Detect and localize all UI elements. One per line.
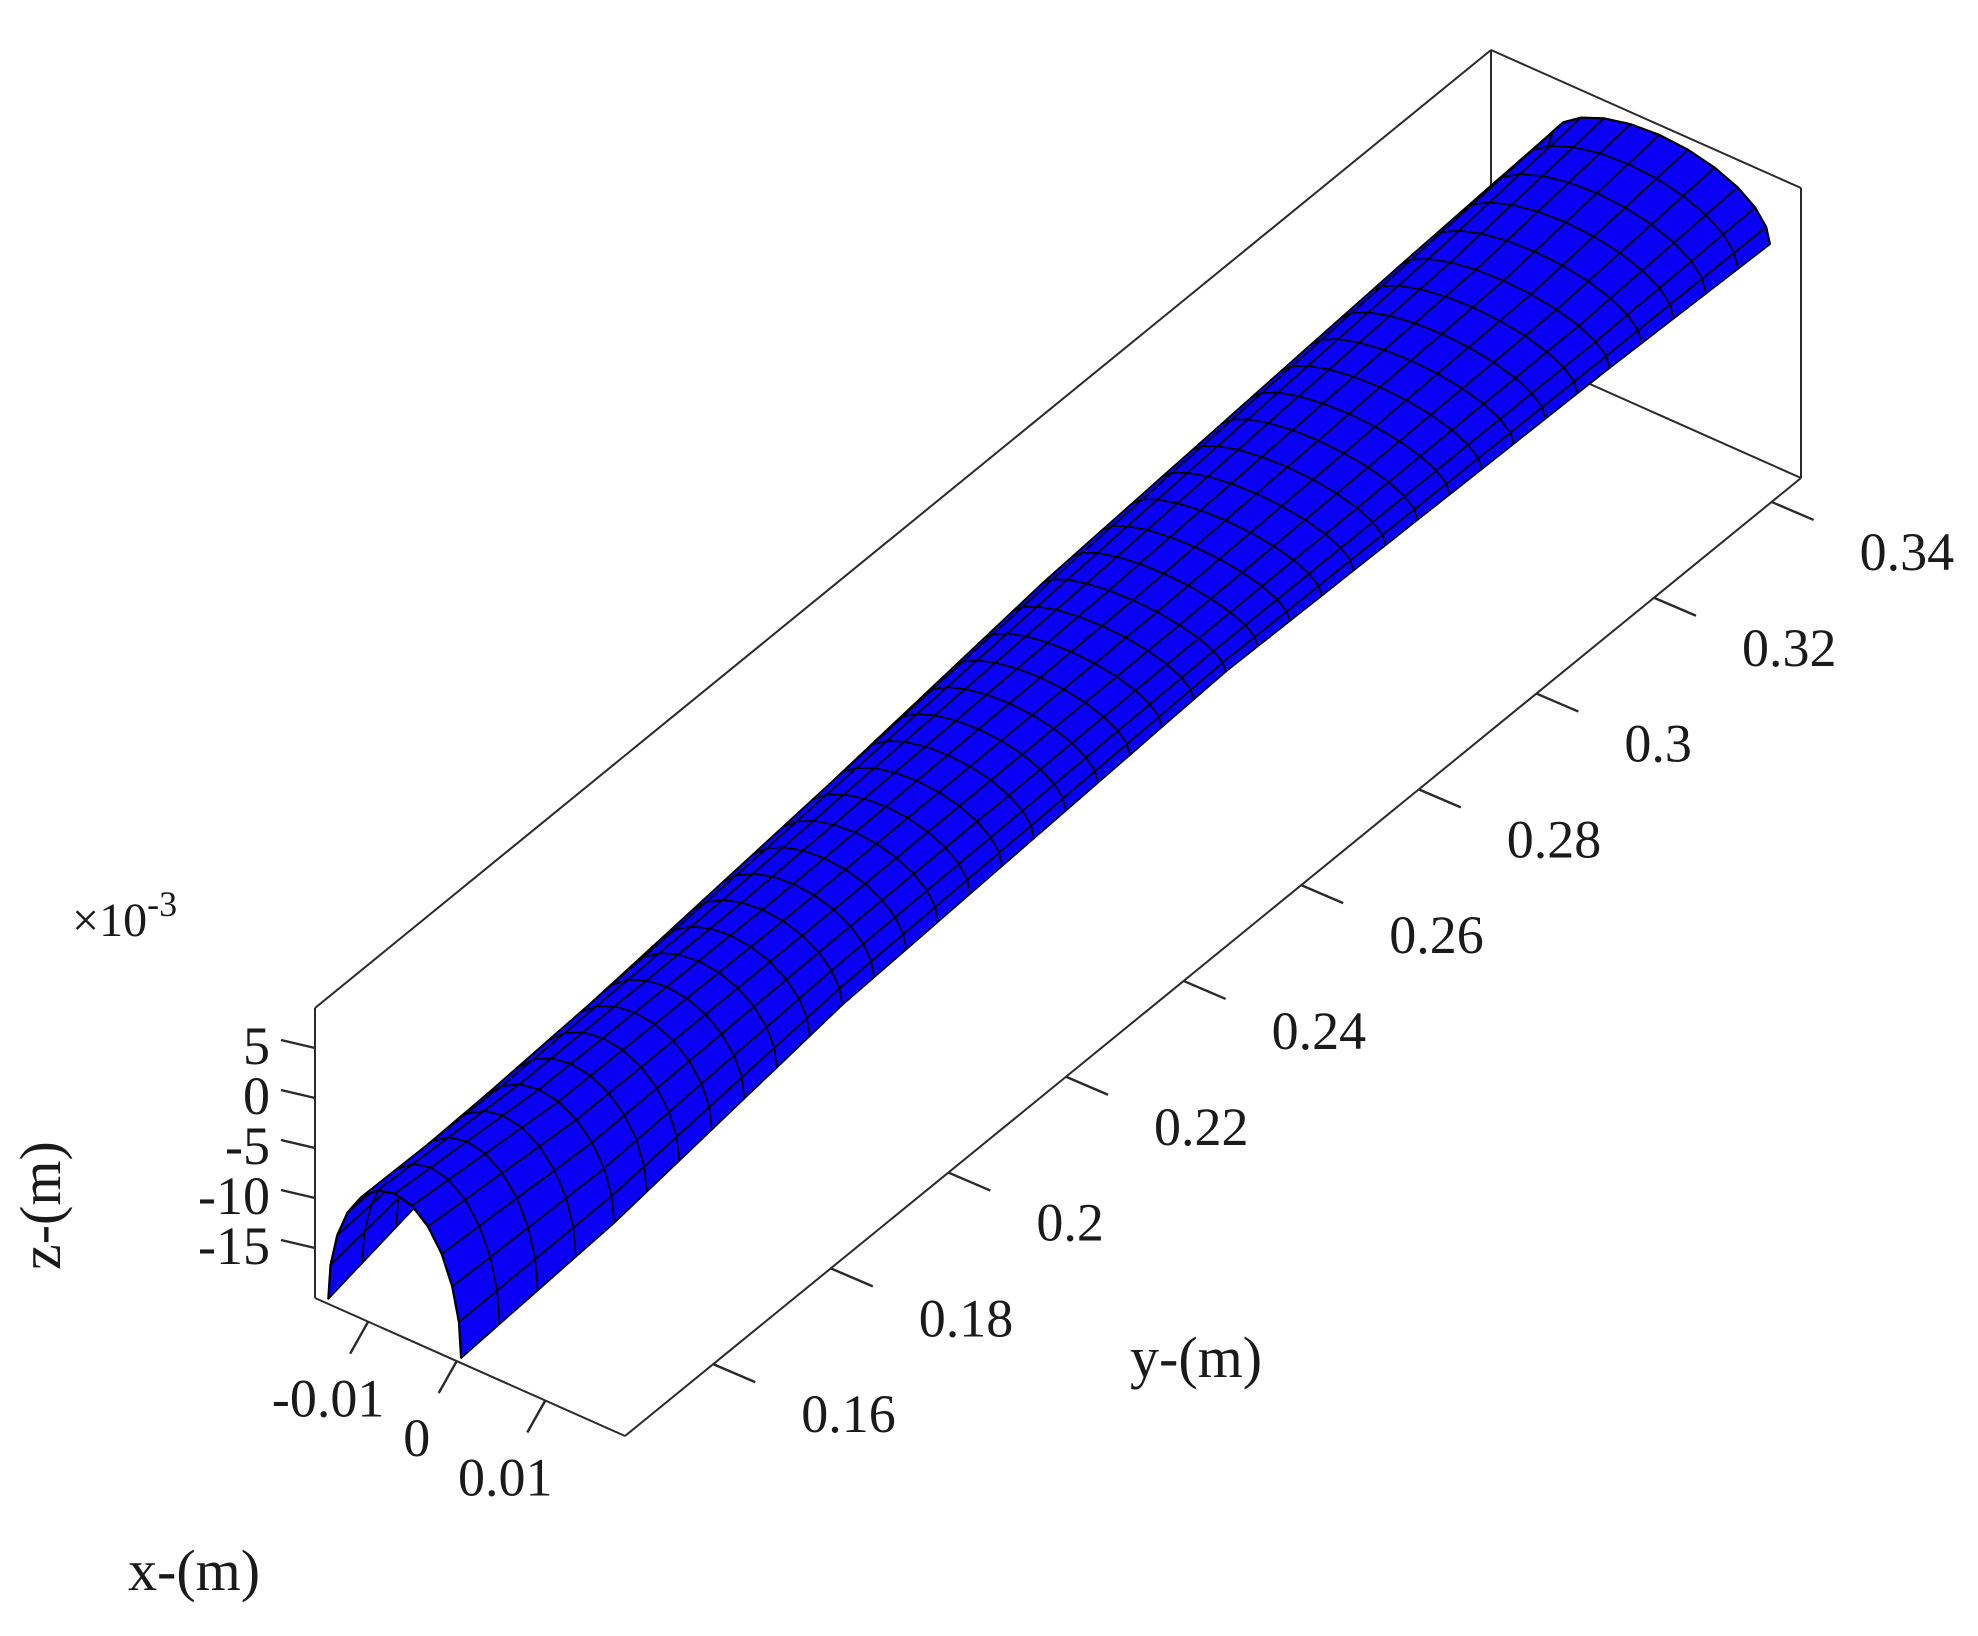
y-tick-mark [1183, 979, 1227, 1001]
z-tick-label: 0 [243, 1066, 270, 1126]
y-tick-label: 0.18 [919, 1288, 1014, 1348]
box-edge-0 [314, 1297, 626, 1437]
y-tick-label: 0.2 [1036, 1193, 1104, 1253]
z-exponent-base: ×10 [72, 894, 147, 947]
y-tick-mark [830, 1267, 874, 1288]
x-tick-label: 0.01 [458, 1448, 553, 1508]
z-tick-mark [280, 1188, 316, 1200]
y-tick-label: 0.24 [1272, 1001, 1367, 1061]
y-tick-label: 0.3 [1624, 714, 1692, 774]
z-exponent-label: ×10-3 [72, 884, 177, 947]
z-axis-label: z-(m) [8, 1141, 73, 1270]
y-axis-label: y-(m) [1130, 1325, 1262, 1390]
axis-labels: x-(m) y-(m) z-(m) ×10-3 [8, 884, 1262, 1603]
y-tick-mark [1535, 692, 1579, 713]
y-tick-mark [947, 1171, 991, 1192]
surface-front-edge [327, 1189, 463, 1359]
z-tick-mark [280, 1088, 316, 1100]
z-tick-mark [280, 1238, 316, 1250]
y-tick-mark [1653, 596, 1697, 617]
x-tick-label: 0 [403, 1408, 430, 1468]
z-tick-mark [280, 1138, 316, 1150]
y-tick-mark [1418, 788, 1462, 809]
z-tick-label: -15 [198, 1216, 270, 1276]
x-tick-mark [526, 1399, 547, 1434]
box-edge-1 [624, 477, 1802, 1437]
axis-ticks: -0.01 0 0.01 0.16 0.18 0.2 0.22 0.24 0.26 0.28 0.3… [198, 500, 1955, 1508]
z-tick-label: -10 [198, 1166, 270, 1226]
z-tick-mark [280, 1038, 316, 1050]
y-tick-mark [1771, 500, 1815, 522]
x-tick-mark [349, 1321, 370, 1355]
z-tick-label: -5 [225, 1116, 270, 1176]
y-tick-label: 0.28 [1507, 809, 1602, 869]
x-axis-label: x-(m) [128, 1538, 260, 1603]
surface-mesh [327, 116, 1772, 1359]
y-tick-label: 0.34 [1860, 522, 1955, 582]
box-edge-3 [314, 49, 1492, 1009]
x-tick-label: -0.01 [272, 1369, 384, 1429]
y-tick-label: 0.22 [1154, 1097, 1249, 1157]
z-tick-label: 5 [243, 1016, 270, 1076]
y-tick-mark [712, 1363, 756, 1384]
y-tick-mark [1065, 1075, 1109, 1096]
x-tick-mark [437, 1360, 458, 1394]
box-edge-7 [1490, 49, 1802, 189]
y-tick-mark [1300, 884, 1344, 905]
surface-back-edge [1547, 116, 1772, 245]
y-tick-label: 0.26 [1389, 905, 1484, 965]
y-tick-label: 0.16 [801, 1384, 896, 1444]
z-exponent-power: -3 [147, 884, 177, 924]
y-tick-label: 0.32 [1742, 618, 1837, 678]
